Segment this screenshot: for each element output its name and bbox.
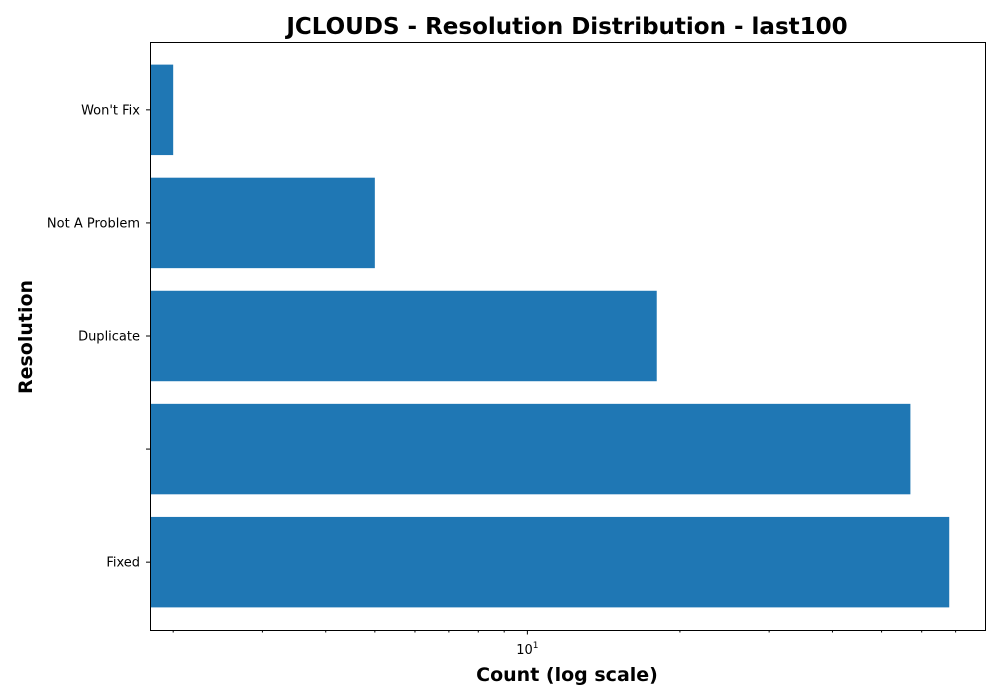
bar-5 bbox=[150, 64, 174, 156]
bar-4 bbox=[150, 177, 375, 269]
x-axis: 101 bbox=[172, 630, 957, 658]
plot-frame bbox=[150, 42, 986, 631]
y-tick-label-5: Won't Fix bbox=[81, 103, 140, 118]
bar-2 bbox=[150, 403, 911, 495]
x-axis-label: Count (log scale) bbox=[476, 664, 658, 686]
y-tick-label-3: Duplicate bbox=[78, 330, 140, 345]
bar-3 bbox=[150, 290, 657, 382]
x-tick-label-1: 101 bbox=[516, 641, 538, 658]
y-axis-label: Resolution bbox=[15, 280, 37, 394]
y-tick-label-1: Fixed bbox=[106, 556, 140, 571]
y-axis: Fixed Duplicate Not A Problem Won't Fix bbox=[47, 103, 150, 571]
bars-group bbox=[150, 64, 950, 608]
y-tick-label-4: Not A Problem bbox=[47, 216, 140, 231]
chart-title: JCLOUDS - Resolution Distribution - last… bbox=[284, 14, 847, 40]
bar-1 bbox=[150, 516, 950, 608]
